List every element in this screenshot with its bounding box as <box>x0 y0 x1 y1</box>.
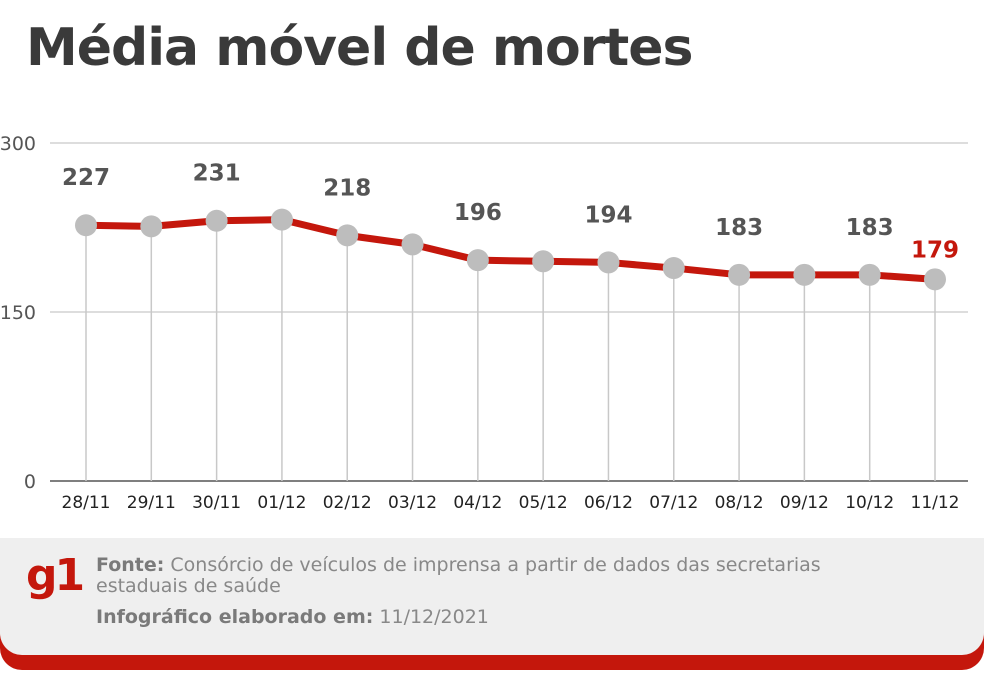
x-tick-label: 10/12 <box>845 493 894 513</box>
source-label: Fonte: <box>96 554 165 576</box>
date-value: 11/12/2021 <box>379 606 489 628</box>
x-tick-label: 02/12 <box>323 493 372 513</box>
data-label: 183 <box>846 215 894 241</box>
source-text: Consórcio de veículos de imprensa a part… <box>96 554 821 597</box>
x-tick-label: 05/12 <box>519 493 568 513</box>
data-point <box>728 263 751 286</box>
data-label: 194 <box>584 202 632 228</box>
data-point <box>75 214 97 237</box>
g1-logo: g1 <box>26 550 85 601</box>
x-tick-label: 06/12 <box>584 493 633 513</box>
x-tick-label: 11/12 <box>911 493 960 513</box>
data-point <box>336 224 359 247</box>
line-chart: 0 150 300 28/11 227 29/11 30/11 231 01/12 02/12 21… <box>0 133 968 513</box>
chart-title: Média móvel de mortes <box>26 18 693 78</box>
data-label: 227 <box>62 165 110 191</box>
data-label: 183 <box>715 215 763 241</box>
x-tick-label: 29/11 <box>127 493 176 513</box>
data-point <box>205 209 228 232</box>
x-tick-label: 01/12 <box>257 493 306 513</box>
x-tick-label: 08/12 <box>715 493 764 513</box>
data-point <box>662 257 685 280</box>
x-tick-label: 04/12 <box>453 493 502 513</box>
data-label: 179 <box>911 237 959 263</box>
data-label: 231 <box>193 161 241 187</box>
x-tick-label: 07/12 <box>649 493 698 513</box>
y-tick-label: 300 <box>0 133 36 155</box>
data-point <box>401 233 424 256</box>
data-point <box>597 251 620 274</box>
y-tick-label: 150 <box>0 302 36 324</box>
footer <box>0 538 984 655</box>
x-tick-label: 03/12 <box>388 493 437 513</box>
date-label: Infográfico elaborado em: <box>96 606 374 628</box>
source-note: Fonte: Consórcio de veículos de imprensa… <box>96 555 916 597</box>
y-tick-label: 0 <box>24 471 36 493</box>
data-point <box>140 215 163 238</box>
x-tick-label: 09/12 <box>780 493 829 513</box>
data-point <box>532 250 555 273</box>
x-tick-label: 30/11 <box>192 493 241 513</box>
data-label: 218 <box>323 175 371 201</box>
data-point <box>924 268 946 291</box>
data-point <box>270 208 293 231</box>
data-point <box>858 263 881 286</box>
data-label: 196 <box>454 200 502 226</box>
data-point <box>466 249 489 272</box>
date-note: Infográfico elaborado em: 11/12/2021 <box>96 606 489 628</box>
x-tick-label: 28/11 <box>62 493 111 513</box>
data-point <box>793 263 816 286</box>
